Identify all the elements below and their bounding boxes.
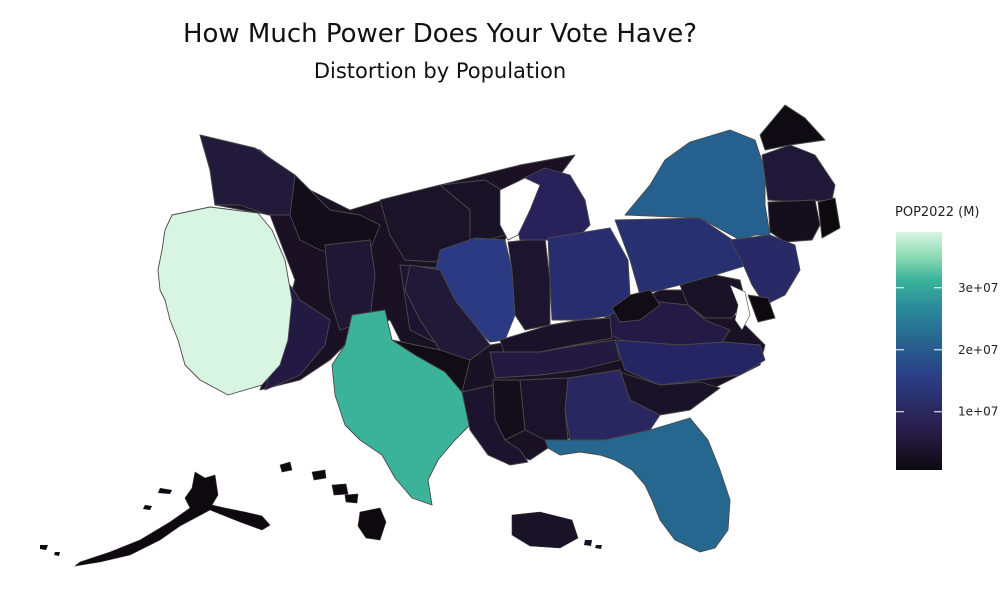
- territory-islands: [584, 540, 602, 549]
- state-alabama: [519, 377, 569, 441]
- state-north-carolina: [614, 339, 766, 386]
- state-delaware: [747, 294, 776, 323]
- legend-title: POP2022 (M): [895, 205, 980, 220]
- state-west-virginia: [611, 289, 661, 323]
- state-new-england: [761, 144, 836, 203]
- state-tennessee: [489, 339, 621, 379]
- state-washington: [199, 134, 306, 216]
- state-arkansas: [391, 339, 471, 393]
- legend-colorbar: [896, 232, 942, 470]
- legend: POP2022 (M) 1e+07 2e+07 3e+07: [895, 205, 998, 470]
- legend-tick-label: 2e+07: [958, 343, 998, 357]
- chart-subtitle: Distortion by Population: [314, 59, 566, 83]
- state-florida: [544, 417, 731, 553]
- state-hawaii: [279, 461, 387, 541]
- state-alaska: [73, 471, 271, 567]
- chesapeake-bay: [729, 284, 751, 331]
- state-connecticut: [817, 197, 841, 239]
- alaska-islands: [40, 488, 172, 556]
- legend-tick-label: 3e+07: [958, 281, 998, 295]
- state-missouri: [404, 264, 491, 361]
- state-new-jersey: [729, 234, 801, 306]
- state-indiana: [507, 237, 551, 331]
- state-maine: [759, 104, 826, 151]
- lake-michigan: [499, 177, 541, 241]
- chart-title: How Much Power Does Your Vote Have?: [183, 19, 697, 49]
- legend-ticks: 1e+07 2e+07 3e+07: [896, 281, 998, 419]
- territory-puerto-rico: [511, 511, 579, 549]
- state-massachusetts: [767, 199, 821, 243]
- state-california: [157, 206, 293, 396]
- state-louisiana: [461, 384, 529, 466]
- legend-tick-label: 1e+07: [958, 405, 998, 419]
